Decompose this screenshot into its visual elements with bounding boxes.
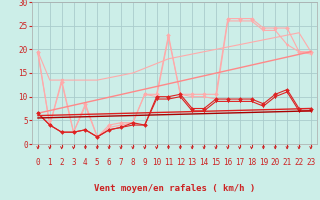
X-axis label: Vent moyen/en rafales ( km/h ): Vent moyen/en rafales ( km/h )	[94, 184, 255, 193]
